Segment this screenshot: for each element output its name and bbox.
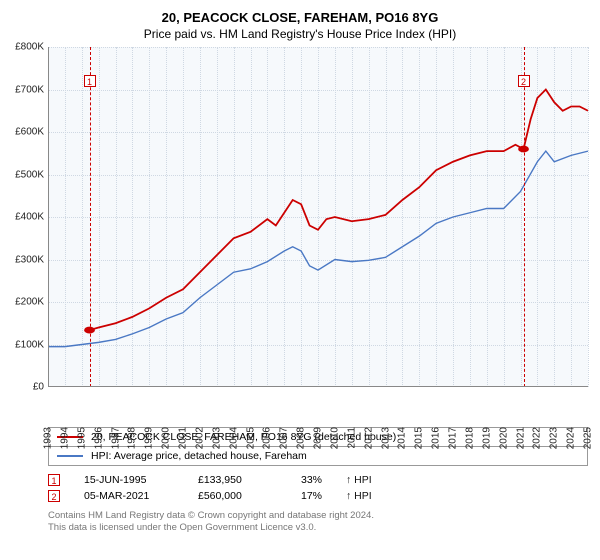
chart-plot-area: 12 £0£100K£200K£300K£400K£500K£600K£700K…: [48, 47, 588, 387]
y-axis-label: £300K: [15, 254, 44, 265]
x-axis-label: 2019: [481, 427, 492, 449]
chart-subtitle: Price paid vs. HM Land Registry's House …: [0, 25, 600, 47]
x-axis-label: 2012: [363, 427, 374, 449]
x-axis-label: 2011: [346, 427, 357, 449]
x-axis-label: 2024: [566, 427, 577, 449]
x-axis-label: 2004: [228, 427, 239, 449]
x-axis-label: 2021: [515, 427, 526, 449]
gridline-vertical: [588, 47, 589, 387]
event-price: £133,950: [198, 474, 268, 486]
legend-label: HPI: Average price, detached house, Fare…: [91, 450, 307, 462]
x-axis-label: 2009: [313, 427, 324, 449]
x-axis-label: 2003: [211, 427, 222, 449]
y-axis-label: £400K: [15, 212, 44, 223]
event-vs-hpi: ↑ HPI: [346, 490, 372, 502]
x-axis-label: 2002: [194, 427, 205, 449]
event-marker-icon: 1: [48, 474, 60, 486]
event-price: £560,000: [198, 490, 268, 502]
x-axis-label: 1998: [127, 427, 138, 449]
x-axis-label: 2016: [431, 427, 442, 449]
x-axis-label: 1995: [76, 427, 87, 449]
x-axis-label: 2020: [498, 427, 509, 449]
event-date: 05-MAR-2021: [84, 490, 174, 502]
x-axis-label: 2017: [448, 427, 459, 449]
y-axis-label: £800K: [15, 42, 44, 53]
x-axis-label: 2005: [245, 427, 256, 449]
legend-row: HPI: Average price, detached house, Fare…: [49, 447, 587, 466]
x-axis-label: 1994: [59, 427, 70, 449]
x-axis-label: 1996: [93, 427, 104, 449]
footer-line: This data is licensed under the Open Gov…: [48, 522, 588, 534]
x-axis-label: 2025: [583, 427, 594, 449]
footer-line: Contains HM Land Registry data © Crown c…: [48, 510, 588, 522]
x-axis-label: 2007: [279, 427, 290, 449]
attribution-footer: Contains HM Land Registry data © Crown c…: [48, 510, 588, 535]
y-axis-label: £700K: [15, 84, 44, 95]
event-marker-icon: 2: [48, 490, 60, 502]
x-axis-label: 1993: [43, 427, 54, 449]
y-axis-label: £600K: [15, 127, 44, 138]
y-axis-label: £0: [33, 382, 44, 393]
x-axis-label: 2022: [532, 427, 543, 449]
y-axis-label: £200K: [15, 297, 44, 308]
x-axis-label: 2015: [414, 427, 425, 449]
event-pct: 17%: [292, 490, 322, 502]
event-vs-hpi: ↑ HPI: [346, 474, 372, 486]
x-axis-label: 2018: [464, 427, 475, 449]
chart-container: 20, PEACOCK CLOSE, FAREHAM, PO16 8YG Pri…: [0, 0, 600, 560]
x-axis-label: 2000: [161, 427, 172, 449]
x-axis-label: 2001: [178, 427, 189, 449]
x-axis-label: 2013: [380, 427, 391, 449]
x-axis-label: 1997: [110, 427, 121, 449]
x-axis-label: 1999: [144, 427, 155, 449]
event-row: 1 15-JUN-1995 £133,950 33% ↑ HPI: [48, 472, 588, 488]
x-axis-labels: 1993199419951996199719981999200020012002…: [48, 387, 588, 423]
x-axis-label: 2023: [549, 427, 560, 449]
plot-border: [48, 47, 588, 387]
x-axis-label: 2006: [262, 427, 273, 449]
event-pct: 33%: [292, 474, 322, 486]
chart-title: 20, PEACOCK CLOSE, FAREHAM, PO16 8YG: [0, 0, 600, 25]
x-axis-label: 2010: [329, 427, 340, 449]
y-axis-label: £100K: [15, 339, 44, 350]
y-axis-label: £500K: [15, 169, 44, 180]
event-row: 2 05-MAR-2021 £560,000 17% ↑ HPI: [48, 488, 588, 504]
x-axis-label: 2014: [397, 427, 408, 449]
legend-swatch: [57, 455, 83, 457]
x-axis-label: 2008: [296, 427, 307, 449]
event-table: 1 15-JUN-1995 £133,950 33% ↑ HPI 2 05-MAR-2021…: [48, 472, 588, 504]
event-date: 15-JUN-1995: [84, 474, 174, 486]
